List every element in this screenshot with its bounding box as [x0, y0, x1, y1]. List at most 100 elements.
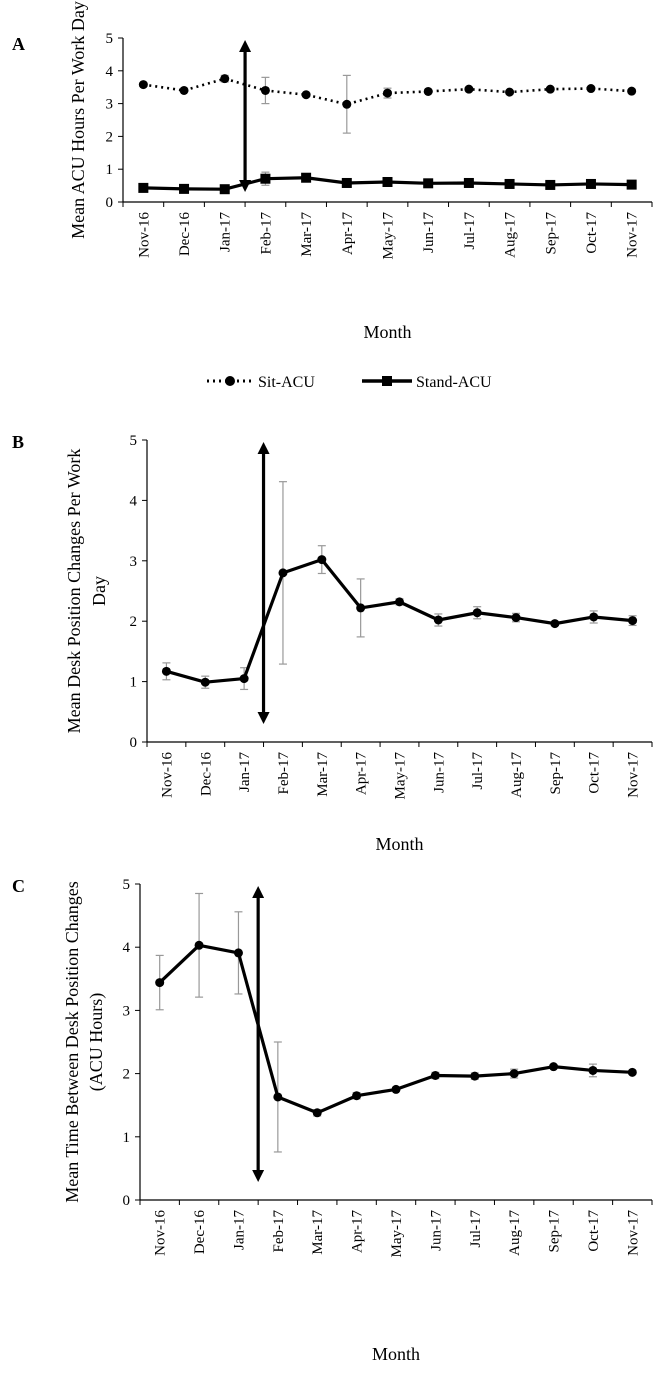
y-tick-label: 5 — [130, 433, 138, 449]
data-point — [549, 1062, 559, 1072]
y-tick-label: 3 — [123, 1003, 131, 1019]
data-point — [260, 173, 271, 184]
y-tick-label: 0 — [106, 195, 114, 211]
data-point — [179, 183, 190, 194]
panel-letter-b: B — [12, 432, 24, 452]
y-tick-label: 4 — [106, 64, 114, 80]
y-tick-label: 5 — [123, 877, 131, 893]
x-tick-label: Feb-17 — [271, 1210, 287, 1253]
data-point — [383, 88, 392, 98]
x-axis-title-c: Month — [372, 1344, 420, 1364]
data-point — [588, 1065, 598, 1075]
x-tick-label: Nov-16 — [159, 752, 175, 798]
y-tick-label: 2 — [130, 614, 138, 630]
data-point — [179, 85, 189, 95]
x-tick-label: Oct-17 — [587, 752, 603, 794]
data-point — [220, 74, 230, 84]
data-point — [589, 612, 599, 622]
x-tick-label: Dec-16 — [177, 212, 193, 257]
x-tick-label: Nov-17 — [625, 1210, 641, 1256]
data-point — [586, 84, 596, 94]
legend: Sit-ACU Stand-ACU — [207, 374, 492, 391]
data-point — [317, 555, 327, 565]
legend-label-stand-acu: Stand-ACU — [416, 374, 492, 391]
x-tick-label: Dec-16 — [198, 752, 214, 797]
y-tick-label: 1 — [106, 162, 114, 178]
y-tick-label: 1 — [123, 1130, 131, 1146]
data-point — [219, 184, 230, 195]
y-tick-label: 5 — [106, 31, 114, 47]
y-tick-label: 2 — [123, 1067, 131, 1083]
x-tick-label: Aug-17 — [507, 1210, 523, 1256]
y-tick-label: 4 — [123, 940, 131, 956]
data-point — [352, 1091, 362, 1101]
data-point — [433, 615, 443, 625]
data-point — [155, 978, 165, 988]
data-point — [430, 1070, 440, 1080]
data-point — [627, 86, 637, 96]
data-point — [511, 613, 521, 623]
x-tick-label: Nov-17 — [625, 212, 641, 258]
data-point — [301, 172, 312, 183]
x-tick-label: Nov-16 — [136, 212, 152, 258]
x-tick-label: Oct-17 — [586, 1210, 602, 1252]
data-point — [509, 1069, 519, 1079]
panel-letter-a: A — [12, 34, 25, 54]
y-tick-label: 3 — [106, 97, 114, 113]
x-tick-label: Sep-17 — [547, 1210, 563, 1253]
data-point — [423, 178, 434, 189]
data-point — [194, 940, 204, 950]
x-tick-label: Feb-17 — [276, 752, 292, 795]
x-tick-label: Jul-17 — [470, 752, 486, 790]
x-tick-label: Dec-16 — [192, 1210, 208, 1255]
x-tick-label: Apr-17 — [340, 212, 356, 256]
data-point — [626, 179, 637, 190]
legend-label-sit-acu: Sit-ACU — [258, 374, 315, 391]
x-tick-label: Jul-17 — [462, 212, 478, 250]
y-tick-label: 4 — [130, 493, 138, 509]
y-axis-title-c: (ACU Hours) — [86, 993, 107, 1092]
chart-panel-a: 0 1 2 3 4 5 Nov-16 Dec-16 Jan-17 Feb-17 Mar-17 Apr-… — [68, 1, 653, 342]
data-point — [395, 597, 404, 607]
y-tick-label: 0 — [130, 735, 138, 751]
y-axis-title-b: Mean Desk Position Changes Per Work — [64, 449, 84, 734]
x-tick-label: May-17 — [381, 212, 397, 260]
x-tick-label: Oct-17 — [584, 212, 600, 254]
x-tick-label: Nov-16 — [153, 1210, 169, 1256]
chart-panel-c: 0 1 2 3 4 5 Nov-16 Dec-16 Jan-17 Feb-17 Mar-17 Apr-… — [62, 877, 653, 1364]
data-point — [550, 619, 560, 629]
data-point — [627, 1067, 637, 1077]
data-point — [472, 608, 482, 618]
data-point — [341, 177, 352, 188]
data-point — [301, 90, 311, 100]
x-tick-label: Sep-17 — [548, 752, 564, 795]
data-point — [423, 86, 433, 96]
legend-marker-sit-acu — [225, 376, 235, 386]
chart-panel-b: 0 1 2 3 4 5 Nov-16 Dec-16 Jan-17 Feb-17 Mar-17 Apr-… — [64, 433, 653, 854]
data-point — [464, 84, 474, 94]
y-axis-title-b: Day — [89, 576, 109, 606]
data-point — [470, 1071, 480, 1081]
x-axis-title-a: Month — [363, 322, 411, 342]
series-line-series — [165, 557, 633, 684]
x-tick-label: Feb-17 — [258, 212, 274, 255]
data-point — [239, 674, 249, 684]
data-point — [138, 80, 148, 90]
data-point — [628, 616, 638, 626]
data-point — [585, 178, 596, 189]
x-tick-label: Apr-17 — [354, 752, 370, 796]
x-tick-label: Jan-17 — [218, 212, 234, 252]
data-point — [138, 182, 149, 193]
y-axis-title-a: Mean ACU Hours Per Work Day — [68, 1, 88, 239]
x-tick-label: Jun-17 — [421, 212, 437, 253]
y-tick-label: 3 — [130, 554, 138, 570]
data-point — [545, 84, 555, 94]
y-tick-label: 1 — [130, 675, 138, 691]
data-point — [504, 178, 515, 189]
data-point — [342, 99, 352, 109]
data-point — [356, 603, 366, 613]
y-axis-title-c: Mean Time Between Desk Position Changes — [62, 881, 82, 1203]
x-tick-label: Mar-17 — [315, 752, 331, 797]
x-tick-label: Jun-17 — [428, 1210, 444, 1251]
